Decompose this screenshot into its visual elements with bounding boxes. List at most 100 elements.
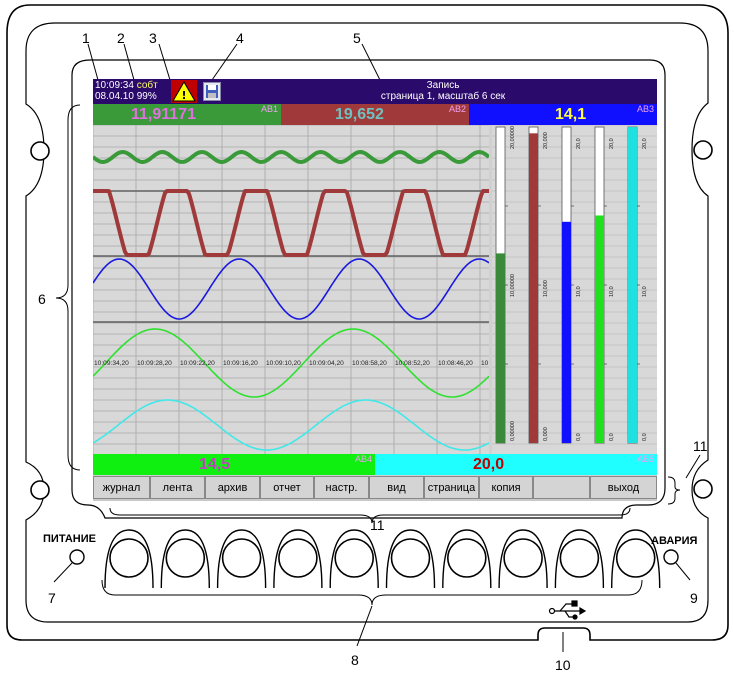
screen-bezel — [71, 59, 666, 519]
callout-3: 3 — [149, 30, 157, 46]
value-ab2: 19,652 — [335, 106, 384, 123]
trend-chart: 10:09:34,20 10:09:28,20 10:09:22,20 10:09:1… — [93, 125, 489, 454]
menu-button[interactable]: вид — [369, 476, 424, 499]
soft-key[interactable] — [165, 538, 206, 578]
menu-button[interactable]: отчет — [260, 476, 314, 499]
time-axis-label: 10:09:04,20 — [309, 360, 344, 367]
soft-key-recess — [273, 529, 323, 589]
bargraph-fill — [496, 253, 505, 443]
mount-hole — [693, 140, 713, 160]
soft-menu-bar: журнал лента архив отчет настр. вид страница ко… — [93, 476, 657, 501]
record-title: Запись — [426, 80, 460, 91]
callout-2: 2 — [117, 30, 125, 46]
callout-8: 8 — [351, 652, 359, 668]
mount-hole — [30, 141, 50, 161]
value-ab3: 14,1 — [555, 106, 587, 123]
bargraph-scale-label: 20,0 — [609, 138, 615, 149]
time-axis-label: 10:0 — [481, 360, 489, 367]
menu-button[interactable]: страница — [424, 476, 479, 499]
callout-10: 10 — [555, 657, 571, 673]
menu-button[interactable]: лента — [150, 476, 205, 499]
event-label: собт — [136, 80, 158, 91]
recorder-screen: 10:09:34 собт 08.04.10 99% ! Запись стра… — [93, 79, 657, 501]
soft-key[interactable] — [221, 538, 262, 578]
soft-key-recess — [498, 529, 548, 589]
tag-ab5: АВ5 — [636, 454, 654, 464]
soft-key[interactable] — [615, 538, 656, 578]
menu-button[interactable]: архив — [205, 476, 260, 499]
time-axis-label: 10:09:22,20 — [180, 360, 215, 367]
alarm-led — [663, 549, 679, 565]
status-header: 10:09:34 собт 08.04.10 99% ! Запись стра… — [93, 79, 657, 104]
value-box-ab1: 11,91171 АВ1 — [93, 104, 281, 125]
bargraph-scale-label: 10,0 — [642, 286, 648, 297]
save-disk-icon[interactable] — [203, 82, 221, 101]
time-axis-label: 10:08:58,20 — [352, 360, 387, 367]
soft-key[interactable] — [390, 538, 431, 578]
mount-hole — [30, 480, 50, 500]
trace-ab4 — [93, 328, 489, 398]
value-ab5: 20,0 — [473, 456, 505, 473]
alarm-label: АВАРИЯ — [651, 535, 698, 547]
soft-key-recess — [329, 529, 379, 589]
bargraph-scale-label: 10,00000 — [510, 274, 516, 297]
tag-ab2: АВ2 — [448, 104, 466, 114]
tag-ab4: АВ4 — [354, 454, 372, 464]
power-led — [69, 549, 85, 565]
callout-11-bottom: 11 — [370, 517, 385, 533]
menu-button[interactable]: настр. — [314, 476, 369, 499]
soft-key[interactable] — [503, 538, 543, 578]
soft-key[interactable] — [446, 538, 487, 578]
clock-block: 10:09:34 собт 08.04.10 99% — [95, 80, 158, 102]
callout-7: 7 — [48, 590, 56, 606]
soft-key[interactable] — [334, 538, 375, 578]
brace-8 — [101, 579, 643, 606]
bargraph-scale-label: 20,000 — [543, 132, 549, 149]
bargraph-fill — [595, 215, 604, 443]
soft-key[interactable] — [109, 538, 149, 578]
callout-9: 9 — [690, 590, 698, 606]
bargraph-panel: 20,00000 10,00000 0,00000 20,000 10,000 0,000… — [492, 125, 657, 454]
bargraph-scale-label: 0,000 — [543, 427, 549, 441]
soft-key[interactable] — [278, 538, 318, 578]
menu-button[interactable]: выход — [590, 476, 657, 499]
trace-ab1 — [93, 150, 489, 164]
soft-key-recess — [104, 529, 154, 589]
soft-key-recess — [442, 529, 492, 589]
callout-5: 5 — [353, 30, 361, 46]
date-value: 08.04.10 — [95, 91, 134, 102]
soft-key-recess — [160, 529, 210, 589]
bargraph-scale-label: 20,0 — [576, 138, 582, 149]
menu-button[interactable]: копия — [479, 476, 533, 499]
value-ab1: 11,91171 — [131, 106, 196, 123]
menu-button-empty[interactable] — [533, 476, 590, 499]
alarm-icon[interactable]: ! — [171, 80, 197, 103]
menu-button[interactable]: журнал — [93, 476, 150, 499]
svg-text:!: ! — [181, 89, 186, 102]
value-box-ab2: 19,652 АВ2 — [281, 104, 469, 125]
time-axis-label: 10:09:10,20 — [266, 360, 301, 367]
bargraph-scale-label: 0,00000 — [510, 421, 516, 441]
time-axis-label: 10:09:34,20 — [94, 360, 129, 367]
record-info: Запись страница 1, масштаб 6 сек — [323, 80, 563, 102]
bargraph-scale-label: 10,0 — [609, 286, 615, 297]
soft-key[interactable] — [559, 538, 600, 578]
value-box-ab3: 14,1 АВ3 — [469, 104, 657, 125]
tag-ab3: АВ3 — [636, 104, 654, 114]
callout-1: 1 — [82, 30, 90, 46]
trace-ab2 — [93, 189, 489, 257]
trace-ab5 — [93, 399, 489, 451]
tag-ab1: АВ1 — [260, 104, 278, 114]
record-subtitle: страница 1, масштаб 6 сек — [380, 91, 506, 102]
value-box-ab5: 20,0 АВ5 — [375, 454, 657, 475]
time-value: 10:09:34 — [95, 80, 134, 91]
brace-11-right — [667, 476, 681, 505]
bargraph-scale-label: 0,0 — [576, 433, 582, 441]
callout-4: 4 — [236, 30, 244, 46]
bargraph-scale-label: 0,0 — [609, 433, 615, 441]
soft-key-recess — [611, 529, 661, 589]
value-ab4: 14,5 — [199, 456, 231, 473]
bargraph-fill — [628, 127, 637, 443]
callout-6: 6 — [38, 291, 46, 307]
time-axis-label: 10:09:28,20 — [137, 360, 172, 367]
